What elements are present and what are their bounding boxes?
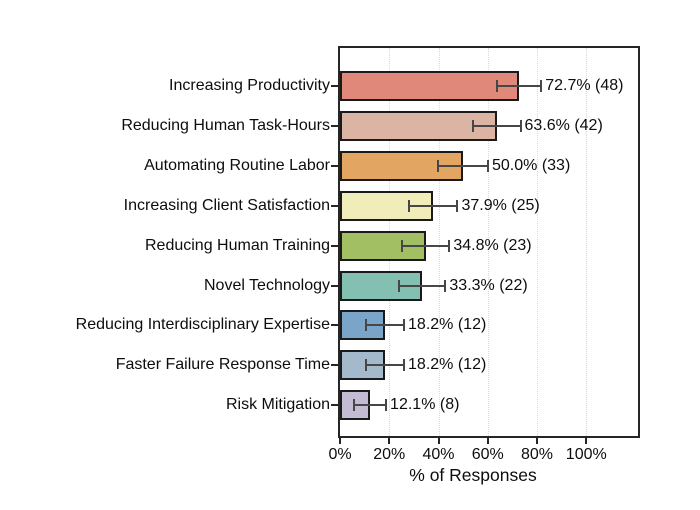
category-label: Automating Routine Labor	[144, 156, 330, 174]
category-label: Reducing Interdisciplinary Expertise	[75, 316, 330, 334]
value-label: 18.2% (12)	[408, 316, 487, 334]
error-bar	[496, 85, 542, 87]
error-cap-left	[364, 359, 367, 372]
x-tick	[536, 438, 539, 444]
category-label: Increasing Client Satisfaction	[123, 196, 330, 214]
error-bar	[438, 164, 488, 167]
value-label: 37.9% (25)	[461, 196, 540, 214]
error-bar	[353, 404, 387, 407]
x-tick	[339, 438, 341, 444]
value-label: 72.7% (48)	[545, 77, 624, 94]
y-tick	[331, 85, 338, 87]
bar-row: Automating Routine Labor 50.0% (33)	[144, 146, 638, 186]
bar-row: Faster Failure Response Time 18.2% (12)	[116, 345, 638, 385]
y-tick	[331, 284, 338, 287]
error-cap-right	[540, 80, 543, 92]
error-cap-right	[403, 359, 406, 372]
error-cap-left	[495, 80, 498, 92]
bar-row: Increasing Productivity 72.7% (48)	[169, 66, 638, 106]
x-axis-label: % of Responses	[409, 465, 537, 485]
error-cap-left	[397, 279, 400, 292]
bar-row: Reducing Human Training 34.8% (23)	[145, 226, 638, 266]
category-label: Reducing Human Training	[145, 236, 330, 254]
error-cap-left	[437, 159, 440, 172]
value-label: 12.1% (8)	[390, 396, 460, 414]
gridline	[537, 48, 539, 436]
gridline	[487, 48, 489, 436]
error-cap-right	[403, 319, 406, 332]
category-label: Reducing Human Task-Hours	[121, 116, 330, 134]
error-cap-left	[401, 239, 404, 252]
x-tick	[437, 438, 440, 444]
error-cap-left	[408, 199, 411, 212]
error-cap-right	[487, 159, 489, 172]
category-label: Novel Technology	[203, 276, 330, 294]
y-tick	[331, 364, 338, 367]
category-label: Risk Mitigation	[225, 396, 330, 414]
error-cap-right	[519, 119, 522, 132]
error-cap-right	[385, 399, 388, 412]
category-label: Increasing Productivity	[169, 77, 330, 94]
error-bar	[398, 284, 446, 287]
error-cap-right	[444, 279, 447, 292]
x-tick-label: 60%	[471, 446, 504, 463]
error-bar	[402, 244, 450, 247]
value-label: 63.6% (42)	[524, 116, 603, 134]
x-tick	[388, 438, 391, 444]
error-cap-right	[456, 199, 459, 212]
gridline	[438, 48, 440, 436]
y-tick	[331, 244, 338, 247]
y-tick	[331, 404, 338, 407]
bar-row: Reducing Interdisciplinary Expertise 18.2…	[76, 305, 638, 345]
error-cap-left	[364, 319, 367, 332]
bar-row: Novel Technology 33.3% (22)	[204, 266, 638, 306]
x-tick-label: 0%	[328, 446, 352, 463]
value-label: 34.8% (23)	[453, 236, 532, 254]
value-label: 33.3% (22)	[449, 276, 528, 294]
error-cap-left	[352, 399, 355, 412]
category-label: Faster Failure Response Time	[115, 356, 330, 374]
error-bar	[365, 364, 405, 367]
y-tick	[331, 324, 338, 327]
x-tick-label: 80%	[521, 446, 554, 463]
bar-row: Increasing Client Satisfaction 37.9% (25)	[124, 186, 638, 226]
x-tick-label: 100%	[565, 446, 607, 463]
value-label: 50.0% (33)	[492, 156, 571, 174]
x-tick-label: 20%	[373, 446, 406, 463]
bar	[340, 110, 497, 141]
error-cap-left	[471, 119, 474, 132]
x-tick-label: 40%	[422, 446, 455, 463]
error-cap-right	[448, 239, 451, 252]
error-bar	[365, 324, 405, 327]
gridline	[586, 48, 588, 436]
x-tick	[486, 438, 489, 444]
bar	[340, 71, 520, 101]
value-label: 18.2% (12)	[408, 356, 487, 374]
y-tick	[331, 124, 338, 127]
x-tick	[585, 438, 588, 444]
bar-row: Risk Mitigation 12.1% (8)	[226, 385, 638, 425]
error-bar	[472, 124, 521, 127]
bar-row: Reducing Human Task-Hours 63.6% (42)	[121, 106, 638, 146]
y-tick	[331, 204, 338, 207]
y-tick	[331, 164, 338, 167]
error-bar	[409, 204, 458, 207]
plot-area: Increasing Productivity 72.7% (48) Reducin…	[76, 46, 640, 438]
